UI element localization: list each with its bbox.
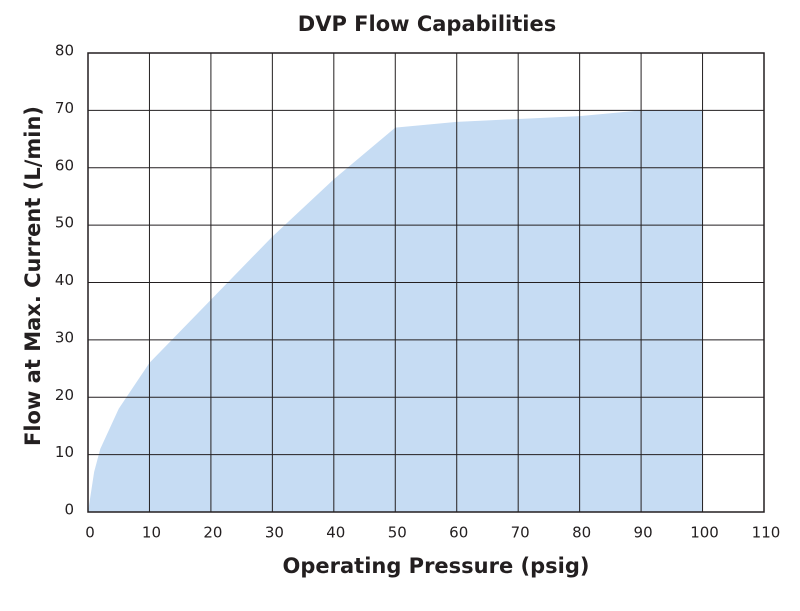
x-axis-label: Operating Pressure (psig) — [283, 554, 590, 578]
x-tick-label: 0 — [85, 524, 95, 542]
x-tick-label: 90 — [634, 524, 653, 542]
x-tick-label: 30 — [265, 524, 284, 542]
y-tick-label: 80 — [55, 42, 74, 60]
y-tick-label: 70 — [55, 99, 74, 117]
y-axis-label: Flow at Max. Current (L/min) — [21, 106, 45, 446]
plot-border — [87, 52, 765, 513]
x-tick-label: 70 — [511, 524, 530, 542]
x-tick-label: 40 — [326, 524, 345, 542]
y-tick-label: 20 — [55, 386, 74, 404]
y-tick-label: 10 — [55, 443, 74, 461]
y-tick-label: 60 — [55, 156, 74, 174]
y-tick-label: 50 — [55, 214, 74, 232]
y-tick-label: 0 — [64, 501, 74, 519]
x-tick-label: 60 — [449, 524, 468, 542]
chart-title: DVP Flow Capabilities — [298, 12, 556, 36]
x-tick-label: 50 — [388, 524, 407, 542]
y-tick-label: 30 — [55, 328, 74, 346]
y-tick-label: 40 — [55, 271, 74, 289]
x-tick-label: 100 — [690, 524, 719, 542]
x-tick-label: 110 — [752, 524, 781, 542]
x-tick-label: 20 — [203, 524, 222, 542]
x-tick-label: 80 — [572, 524, 591, 542]
x-tick-label: 10 — [142, 524, 161, 542]
